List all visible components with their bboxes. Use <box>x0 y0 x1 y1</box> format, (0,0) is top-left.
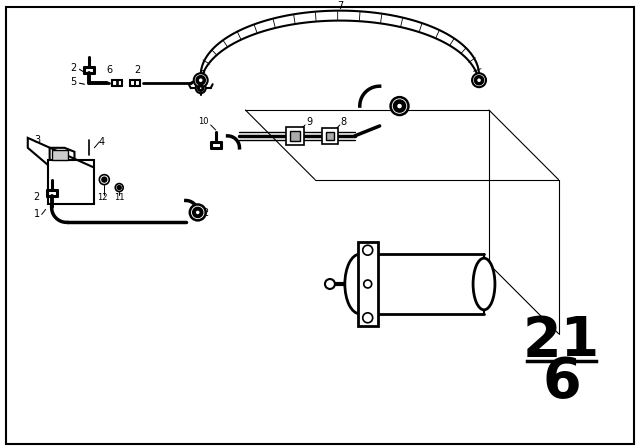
Bar <box>112 80 117 86</box>
Text: 3: 3 <box>35 135 41 145</box>
Circle shape <box>193 207 203 217</box>
Circle shape <box>475 76 483 85</box>
Bar <box>286 127 304 145</box>
Text: 4: 4 <box>99 137 104 147</box>
Bar <box>322 128 338 144</box>
Text: 8: 8 <box>340 117 347 127</box>
Text: 2: 2 <box>33 191 40 202</box>
Text: 1: 1 <box>34 209 40 220</box>
Circle shape <box>199 86 202 90</box>
Circle shape <box>190 204 205 220</box>
Text: 7: 7 <box>337 0 343 11</box>
Bar <box>326 132 334 140</box>
Bar <box>136 80 140 86</box>
Bar <box>52 150 68 160</box>
Circle shape <box>325 279 335 289</box>
Text: 2: 2 <box>70 63 77 73</box>
Circle shape <box>196 76 205 85</box>
Ellipse shape <box>473 258 495 310</box>
Text: 21: 21 <box>523 314 600 368</box>
Text: 3: 3 <box>200 70 206 80</box>
Bar <box>118 80 122 86</box>
Text: 6: 6 <box>542 355 581 409</box>
Text: 6: 6 <box>106 65 113 75</box>
Circle shape <box>394 100 406 112</box>
Circle shape <box>195 210 200 215</box>
Circle shape <box>194 73 207 87</box>
Circle shape <box>363 245 372 255</box>
Bar <box>130 80 135 86</box>
Bar <box>290 131 300 141</box>
Circle shape <box>397 103 403 109</box>
Circle shape <box>198 85 204 91</box>
Ellipse shape <box>345 254 374 314</box>
Polygon shape <box>358 242 378 326</box>
Text: 2: 2 <box>203 208 209 219</box>
Text: 11: 11 <box>114 193 124 202</box>
Circle shape <box>102 177 107 182</box>
Circle shape <box>115 184 123 192</box>
Text: 2: 2 <box>134 65 140 75</box>
Circle shape <box>99 175 109 185</box>
Text: 5: 5 <box>70 77 77 87</box>
Circle shape <box>117 185 121 190</box>
Circle shape <box>196 83 205 93</box>
Circle shape <box>477 78 481 83</box>
Circle shape <box>472 73 486 87</box>
Circle shape <box>363 313 372 323</box>
Text: 9: 9 <box>306 117 312 127</box>
Circle shape <box>364 280 372 288</box>
Text: 10: 10 <box>198 117 209 126</box>
Circle shape <box>198 78 204 83</box>
Text: 12: 12 <box>97 193 108 202</box>
Circle shape <box>390 97 408 115</box>
